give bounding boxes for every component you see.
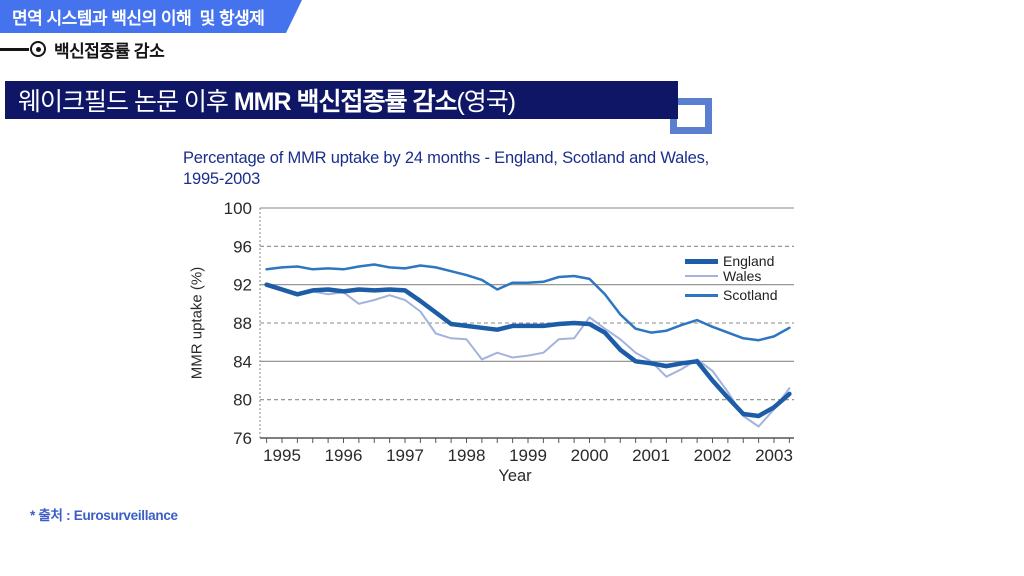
series-line-wales: [265, 283, 791, 428]
bullet-target-icon: [30, 41, 46, 57]
legend-line-sample-england: [685, 258, 718, 264]
section-marker: 백신접종률 감소: [0, 37, 165, 61]
dash-icon: [0, 47, 29, 51]
section-label: 백신접종률 감소: [54, 41, 165, 61]
svg-text:100: 100: [224, 200, 252, 218]
lecture-title-banner: 면역 시스템과 백신의 이해 및 항생제: [0, 0, 302, 33]
svg-text:1998: 1998: [448, 446, 486, 465]
slide-title-emphasis: MMR 백신접종률 감소: [233, 88, 458, 116]
svg-text:88: 88: [233, 314, 252, 333]
legend-item-scotland: Scotland: [685, 288, 777, 302]
svg-text:80: 80: [233, 391, 252, 410]
chart-panel: Percentage of MMR uptake by 24 months - …: [176, 142, 850, 493]
chart-title-line-1: Percentage of MMR uptake by 24 months - …: [183, 149, 710, 167]
svg-text:1997: 1997: [386, 446, 424, 465]
svg-text:2003: 2003: [755, 446, 793, 465]
legend-line-sample-wales: [685, 275, 718, 277]
svg-text:92: 92: [233, 276, 252, 295]
svg-text:1996: 1996: [325, 446, 363, 465]
legend-item-england: England: [685, 254, 777, 268]
y-axis-label: MMR uptake (%): [188, 266, 206, 380]
mmr-uptake-line-chart: 100 96 92 88 84 80 76 1995 1996 1997 1998 1999 2000 2…: [224, 200, 794, 485]
svg-text:1995: 1995: [263, 446, 301, 465]
legend-label-scotland: Scotland: [723, 287, 778, 303]
svg-text:2001: 2001: [632, 446, 670, 465]
series-line-scotland: [265, 263, 791, 342]
legend-label-wales: Wales: [723, 268, 762, 284]
svg-text:84: 84: [233, 352, 252, 371]
svg-text:1999: 1999: [509, 446, 547, 465]
legend-label-england: England: [723, 253, 775, 269]
slide-title-suffix: (영국): [456, 88, 516, 116]
chart-title: Percentage of MMR uptake by 24 months - …: [183, 148, 838, 190]
svg-text:76: 76: [233, 429, 252, 448]
chart-title-line-2: 1995-2003: [183, 170, 261, 188]
lecture-title: 면역 시스템과 백신의 이해 및 항생제: [12, 9, 265, 28]
svg-text:96: 96: [233, 237, 252, 256]
series-line-england: [264, 282, 792, 419]
legend-item-wales: Wales: [685, 269, 777, 283]
source-citation: * 출처 : Eurosurveillance: [30, 508, 178, 523]
slide-title-prefix: 웨이크필드 논문 이후: [18, 88, 234, 116]
svg-text:Year: Year: [498, 467, 532, 485]
svg-text:2002: 2002: [694, 446, 732, 465]
legend-line-sample-scotland: [685, 293, 718, 297]
svg-text:2000: 2000: [571, 446, 609, 465]
chart-legend: England Wales Scotland: [685, 254, 777, 303]
slide-title-bar: 웨이크필드 논문 이후 MMR 백신접종률 감소 (영국): [5, 81, 678, 119]
